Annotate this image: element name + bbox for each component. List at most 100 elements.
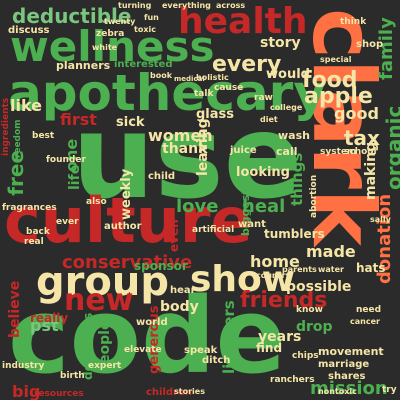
word: things bbox=[288, 152, 306, 206]
word: elevate bbox=[124, 345, 162, 355]
word: group bbox=[36, 259, 169, 305]
word: special bbox=[320, 55, 352, 64]
word: find bbox=[256, 341, 283, 355]
word: mission bbox=[310, 378, 388, 399]
word: also bbox=[86, 197, 107, 207]
word: love bbox=[176, 196, 219, 217]
word: wash bbox=[278, 129, 310, 142]
word: speak bbox=[184, 345, 218, 356]
word: try bbox=[382, 385, 397, 395]
word: chips bbox=[292, 351, 319, 361]
word: pst bbox=[30, 316, 59, 335]
word: show bbox=[190, 259, 296, 300]
word: child bbox=[148, 171, 176, 182]
word: ditch bbox=[202, 355, 231, 366]
word: hear bbox=[170, 285, 196, 296]
word: deductible bbox=[12, 4, 132, 28]
word: culture bbox=[4, 184, 253, 257]
word: new bbox=[64, 283, 134, 318]
word: believe bbox=[7, 280, 23, 338]
word: home bbox=[250, 252, 300, 271]
word: years bbox=[258, 329, 302, 345]
word: glass bbox=[196, 107, 235, 122]
word: book bbox=[150, 71, 173, 80]
word: industry bbox=[2, 361, 45, 371]
word: need bbox=[356, 305, 382, 315]
word: use bbox=[72, 90, 303, 225]
word: abortion bbox=[309, 174, 319, 218]
word: real bbox=[24, 237, 44, 247]
word: think bbox=[340, 17, 367, 27]
word: shares bbox=[328, 371, 366, 382]
word: medical bbox=[174, 75, 205, 83]
word: would bbox=[266, 67, 310, 82]
word: college bbox=[270, 103, 303, 112]
word: birth bbox=[60, 371, 85, 381]
word: nontoxic bbox=[318, 387, 357, 396]
word: planners bbox=[56, 59, 111, 72]
word: tumblers bbox=[264, 227, 325, 241]
word: hats bbox=[356, 261, 386, 275]
word: looking bbox=[236, 165, 290, 180]
word: founder bbox=[46, 155, 86, 165]
word: possible bbox=[286, 279, 352, 295]
word: toxic bbox=[134, 25, 156, 34]
word: weekly bbox=[119, 168, 134, 220]
word: like bbox=[10, 96, 43, 115]
word: heal bbox=[242, 196, 286, 217]
word: world bbox=[136, 317, 168, 328]
word: country bbox=[256, 271, 291, 280]
word: thank bbox=[162, 141, 208, 157]
word: ever bbox=[56, 217, 79, 227]
word: artificial bbox=[192, 225, 235, 235]
word: generous bbox=[147, 305, 162, 374]
word: first bbox=[60, 110, 97, 129]
word: want bbox=[238, 219, 266, 230]
word: freedom bbox=[13, 119, 23, 162]
word: interested bbox=[114, 59, 173, 70]
word: author bbox=[104, 221, 142, 232]
word: every bbox=[212, 52, 282, 77]
word: system bbox=[320, 147, 357, 157]
word: fragrances bbox=[2, 203, 57, 213]
word: leaving bbox=[195, 118, 211, 176]
word: women bbox=[148, 126, 213, 145]
word: sick bbox=[116, 115, 145, 130]
word: turning bbox=[118, 1, 152, 10]
word: apple bbox=[304, 84, 373, 109]
word: movement bbox=[318, 345, 384, 358]
word: back bbox=[26, 227, 50, 237]
word: sponsor bbox=[134, 259, 188, 273]
word: diet bbox=[260, 115, 278, 124]
word: children bbox=[146, 387, 192, 398]
word: talk bbox=[194, 89, 214, 99]
word: tax bbox=[344, 126, 380, 150]
word: ingredients bbox=[1, 97, 11, 156]
word: raw bbox=[254, 93, 273, 103]
word: best bbox=[32, 131, 55, 141]
word: ranchers bbox=[270, 375, 315, 385]
word: stories bbox=[174, 387, 205, 396]
word: resources bbox=[34, 389, 84, 399]
word: zebra bbox=[96, 29, 125, 39]
word: sally bbox=[370, 215, 391, 224]
word: expert bbox=[88, 361, 122, 371]
word: friends bbox=[240, 288, 328, 313]
word: apothecary bbox=[8, 64, 326, 122]
word: water bbox=[318, 265, 344, 274]
word: cause bbox=[214, 83, 244, 93]
word: even bbox=[167, 219, 181, 252]
word: white bbox=[92, 43, 118, 52]
word: big bbox=[12, 382, 41, 400]
word: marriage bbox=[318, 359, 370, 370]
word: parents bbox=[282, 265, 317, 274]
word: shop bbox=[356, 39, 384, 50]
word: organic bbox=[382, 105, 400, 190]
word: call bbox=[276, 145, 298, 158]
word: drop bbox=[296, 319, 333, 335]
word: life bbox=[67, 164, 83, 190]
word: really bbox=[30, 311, 69, 325]
word: cancer bbox=[350, 317, 380, 326]
word: conservative bbox=[62, 252, 193, 273]
